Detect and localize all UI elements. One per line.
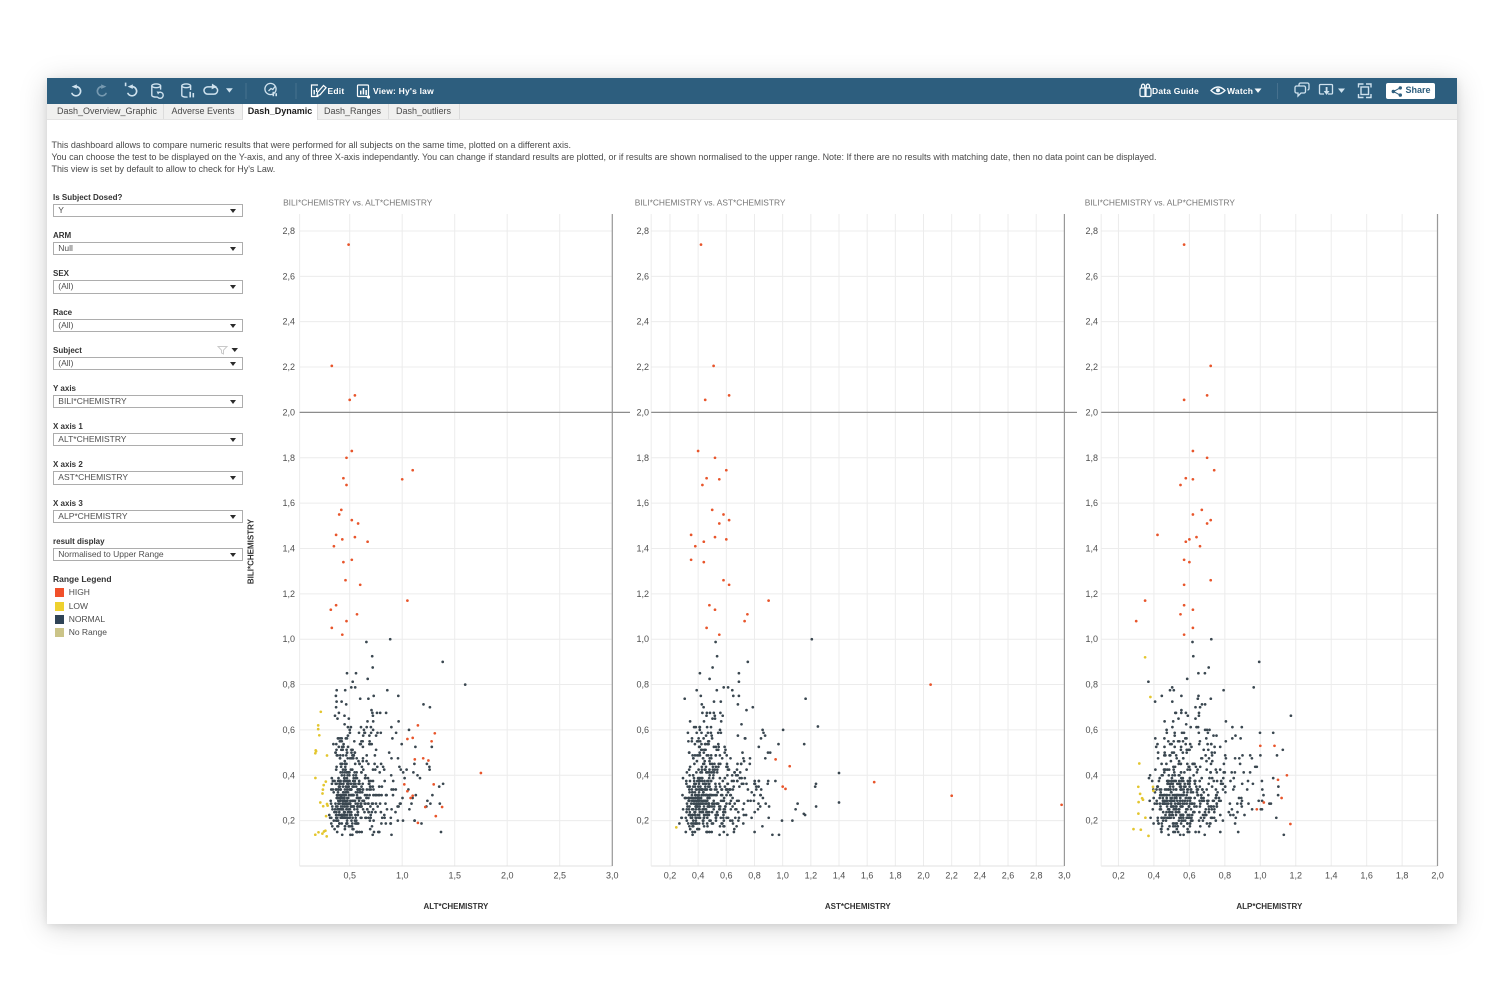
- svg-text:BILI*CHEMISTRY vs. ALT*CHEMIST: BILI*CHEMISTRY vs. ALT*CHEMISTRY: [283, 198, 433, 208]
- svg-text:2,0: 2,0: [1085, 407, 1098, 417]
- svg-text:1,0: 1,0: [636, 634, 649, 644]
- svg-text:1,8: 1,8: [636, 453, 649, 463]
- svg-text:2,4: 2,4: [974, 871, 987, 881]
- svg-text:BILI*CHEMISTRY: BILI*CHEMISTRY: [246, 518, 255, 584]
- svg-text:1,8: 1,8: [1085, 453, 1098, 463]
- svg-text:2,6: 2,6: [1085, 271, 1098, 281]
- svg-text:1,8: 1,8: [282, 453, 295, 463]
- svg-text:0,5: 0,5: [343, 871, 356, 881]
- svg-text:0,8: 0,8: [636, 680, 649, 690]
- svg-text:1,4: 1,4: [833, 871, 846, 881]
- svg-text:0,2: 0,2: [1112, 871, 1125, 881]
- svg-text:1,4: 1,4: [282, 543, 295, 553]
- svg-text:2,0: 2,0: [501, 871, 514, 881]
- svg-text:2,6: 2,6: [636, 271, 649, 281]
- svg-text:0,4: 0,4: [1148, 871, 1161, 881]
- svg-text:2,4: 2,4: [282, 317, 295, 327]
- svg-text:0,8: 0,8: [1219, 871, 1232, 881]
- svg-text:2,5: 2,5: [553, 871, 566, 881]
- svg-text:1,6: 1,6: [636, 498, 649, 508]
- svg-text:0,4: 0,4: [636, 770, 649, 780]
- svg-text:1,6: 1,6: [1360, 871, 1373, 881]
- svg-text:1,6: 1,6: [282, 498, 295, 508]
- svg-text:1,0: 1,0: [1085, 634, 1098, 644]
- svg-text:0,8: 0,8: [1085, 680, 1098, 690]
- svg-text:1,8: 1,8: [889, 871, 902, 881]
- svg-text:0,6: 0,6: [1085, 725, 1098, 735]
- svg-text:1,4: 1,4: [1325, 871, 1338, 881]
- svg-text:1,2: 1,2: [1290, 871, 1303, 881]
- svg-text:0,2: 0,2: [636, 816, 649, 826]
- svg-text:0,8: 0,8: [282, 680, 295, 690]
- svg-text:1,2: 1,2: [636, 589, 649, 599]
- svg-text:2,2: 2,2: [282, 362, 295, 372]
- svg-text:2,0: 2,0: [282, 407, 295, 417]
- svg-text:2,8: 2,8: [282, 226, 295, 236]
- svg-text:ALP*CHEMISTRY: ALP*CHEMISTRY: [1236, 902, 1303, 911]
- svg-text:AST*CHEMISTRY: AST*CHEMISTRY: [825, 902, 892, 911]
- svg-text:1,0: 1,0: [396, 871, 409, 881]
- svg-text:3,0: 3,0: [606, 871, 619, 881]
- svg-text:BILI*CHEMISTRY vs. ALP*CHEMIST: BILI*CHEMISTRY vs. ALP*CHEMISTRY: [1085, 198, 1236, 208]
- svg-text:2,0: 2,0: [636, 407, 649, 417]
- svg-text:1,0: 1,0: [282, 634, 295, 644]
- svg-text:1,8: 1,8: [1396, 871, 1409, 881]
- svg-text:0,6: 0,6: [636, 725, 649, 735]
- svg-text:1,4: 1,4: [1085, 543, 1098, 553]
- svg-text:ALT*CHEMISTRY: ALT*CHEMISTRY: [424, 902, 490, 911]
- svg-text:BILI*CHEMISTRY vs. AST*CHEMIST: BILI*CHEMISTRY vs. AST*CHEMISTRY: [635, 198, 786, 208]
- svg-text:1,2: 1,2: [805, 871, 818, 881]
- svg-text:2,0: 2,0: [1431, 871, 1444, 881]
- svg-text:2,8: 2,8: [1085, 226, 1098, 236]
- svg-text:2,2: 2,2: [945, 871, 958, 881]
- svg-text:2,0: 2,0: [917, 871, 930, 881]
- svg-text:0,2: 0,2: [1085, 816, 1098, 826]
- svg-text:0,2: 0,2: [664, 871, 677, 881]
- svg-text:0,6: 0,6: [282, 725, 295, 735]
- svg-text:1,2: 1,2: [1085, 589, 1098, 599]
- svg-text:2,4: 2,4: [1085, 317, 1098, 327]
- svg-text:0,6: 0,6: [720, 871, 733, 881]
- svg-text:1,5: 1,5: [448, 871, 461, 881]
- svg-text:2,8: 2,8: [636, 226, 649, 236]
- svg-text:3,0: 3,0: [1058, 871, 1071, 881]
- svg-text:0,4: 0,4: [282, 770, 295, 780]
- svg-text:2,6: 2,6: [1002, 871, 1015, 881]
- svg-text:1,4: 1,4: [636, 543, 649, 553]
- svg-text:1,6: 1,6: [861, 871, 874, 881]
- svg-text:2,4: 2,4: [636, 317, 649, 327]
- svg-text:0,2: 0,2: [282, 816, 295, 826]
- svg-text:2,6: 2,6: [282, 271, 295, 281]
- svg-text:0,6: 0,6: [1183, 871, 1196, 881]
- svg-text:2,2: 2,2: [1085, 362, 1098, 372]
- svg-text:2,2: 2,2: [636, 362, 649, 372]
- svg-text:0,4: 0,4: [1085, 770, 1098, 780]
- svg-text:1,6: 1,6: [1085, 498, 1098, 508]
- svg-text:2,8: 2,8: [1030, 871, 1043, 881]
- svg-text:1,2: 1,2: [282, 589, 295, 599]
- svg-text:0,4: 0,4: [692, 871, 705, 881]
- svg-text:0,8: 0,8: [748, 871, 761, 881]
- svg-text:1,0: 1,0: [1254, 871, 1267, 881]
- svg-text:1,0: 1,0: [776, 871, 789, 881]
